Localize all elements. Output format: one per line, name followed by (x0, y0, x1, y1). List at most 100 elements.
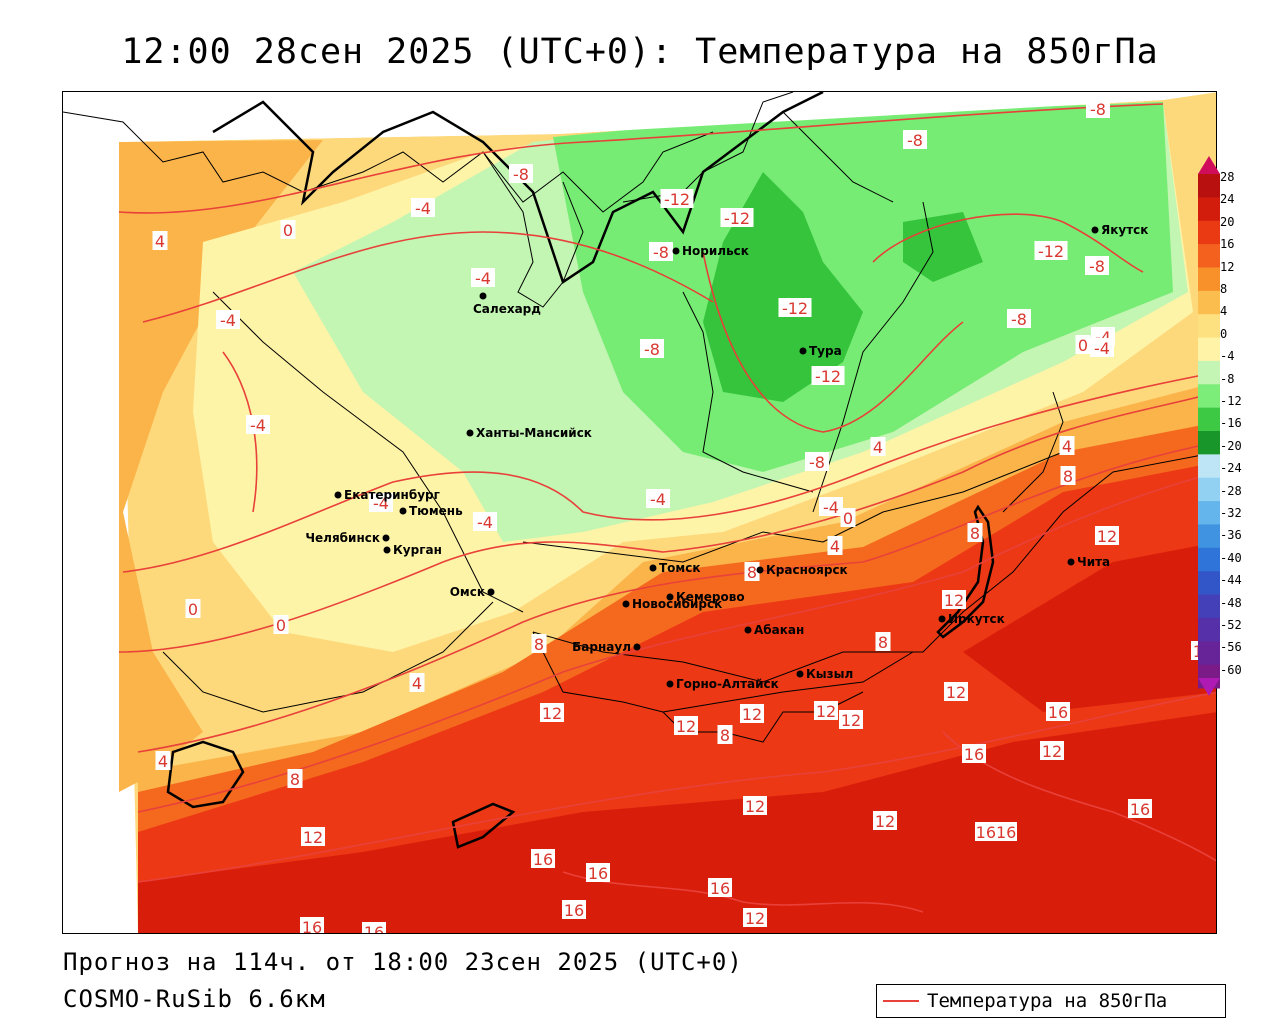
city-name: Екатеринбург (344, 488, 440, 502)
isotherm-label-bg (409, 673, 425, 692)
isotherm-label-55: 16 (531, 849, 555, 869)
city-marker-14: Абакан (744, 623, 804, 637)
isotherm-label-text: 12 (1042, 742, 1062, 761)
scale-segment-13 (1198, 454, 1220, 479)
city-marker-15: Барнаул (572, 640, 641, 654)
isotherm-label-58: 16 (962, 744, 986, 764)
border-line-9 (812, 201, 934, 513)
isotherm-label-57: 16 (708, 878, 732, 898)
scale-tick-label: 24 (1220, 192, 1235, 207)
isotherm-label-56: 16 (586, 863, 610, 883)
isotherm-label-6: -8 (1085, 256, 1109, 276)
isotherm-label-bg (778, 298, 812, 317)
city-dot (744, 626, 752, 634)
isotherm-label-bg (509, 164, 533, 183)
model-info: COSMO-RuSib 6.6км (63, 985, 326, 1013)
scale-segment-12 (1198, 431, 1220, 455)
isotherm-label-17: -4 (473, 512, 497, 532)
isotherm-label-text: -4 (475, 269, 491, 288)
isotherm-label-text: 8 (1063, 467, 1073, 486)
city-name: Томск (659, 561, 701, 575)
temperature-map[interactable]: -8 -8 -8 -8 -8 -8 -8 -8 -12 -12 -12 -12 -12 -4 -4 -4 -4 -… (62, 91, 1217, 934)
isotherm-label-bg (743, 908, 767, 927)
scale-segment-8 (1198, 337, 1220, 362)
city-marker-18: Иркутск (938, 612, 1005, 626)
isotherm-label-text: 4 (1062, 437, 1072, 456)
isotherm-line-6 (137, 691, 1216, 883)
isotherm-label-text: 16 (1130, 800, 1150, 819)
city-marker-0: Норильск (672, 244, 749, 258)
scale-segment-10 (1198, 384, 1220, 409)
isotherm-label-text: -8 (1011, 310, 1027, 329)
isotherm-label-bg (155, 751, 171, 770)
scale-segment-1 (1198, 174, 1220, 198)
isotherm-label-4: -8 (805, 452, 829, 472)
isotherm-label-0: -8 (509, 164, 533, 184)
city-name: Красноярск (766, 563, 848, 577)
isotherm-label-text: 8 (747, 563, 757, 582)
scale-tick-label: -4 (1220, 349, 1235, 364)
forecast-info: Прогноз на 114ч. от 18:00 23сен 2025 (UT… (63, 948, 743, 976)
isotherm-label-bg (1046, 702, 1070, 721)
city-marker-6: Тюмень (399, 504, 463, 518)
city-name: Горно-Алтайск (676, 677, 779, 691)
isotherm-label-54: 12 (942, 590, 966, 610)
isotherm-label-49: 12 (814, 701, 838, 721)
isotherm-label-45: 12 (1095, 526, 1119, 546)
city-marker-2: Якутск (1091, 223, 1148, 237)
isotherm-label-text: -4 (823, 498, 839, 517)
domain-margin-north (558, 92, 1216, 134)
city-name: Якутск (1101, 223, 1148, 237)
isotherm-label-29: 4 (409, 673, 425, 693)
city-marker-9: Омск (450, 585, 495, 599)
city-dot (666, 680, 674, 688)
isotherm-line-11 (562, 871, 924, 913)
city-dot (633, 643, 641, 651)
isotherm-label-27: 0 (273, 615, 289, 635)
isotherm-label-64: 1616 (975, 822, 1017, 842)
isotherm-label-32: 4 (155, 751, 171, 771)
isotherm-label-bg (1075, 335, 1091, 354)
isotherm-label-bg (1085, 256, 1109, 275)
scale-tick-label: 8 (1220, 282, 1228, 296)
scale-tick-label: 4 (1220, 304, 1228, 319)
city-marker-10: Томск (649, 561, 701, 575)
scale-tick-label: 12 (1220, 259, 1235, 274)
isotherm-label-text: 8 (970, 524, 980, 543)
isotherm-label-2: -8 (903, 130, 927, 150)
isotherm-label-bg (811, 366, 845, 385)
isotherm-label-63: 16 (562, 900, 586, 920)
isotherm-label-31: 4 (1059, 436, 1075, 456)
isotherm-label-bg (300, 917, 324, 933)
isotherm-label-bg (640, 339, 664, 358)
isotherm-label-24: 0 (1075, 335, 1091, 355)
geography-lines (63, 92, 1216, 849)
isotherm-label-text: -8 (644, 340, 660, 359)
isotherm-label-text: 16 (588, 864, 608, 883)
temperature-band-10 (703, 172, 863, 402)
arctic-coastline (212, 92, 824, 284)
isotherm-line-7 (702, 251, 964, 433)
city-dot (1091, 226, 1099, 234)
city-markers: Норильск Салехард Якутск Тура Ханты-Мансийск… (305, 223, 1148, 691)
isotherm-label-text: 12 (1097, 527, 1117, 546)
isotherm-label-3: -8 (649, 242, 673, 262)
isotherm-label-text: -12 (724, 209, 750, 228)
isotherm-label-39: 8 (967, 523, 983, 543)
border-line-12 (162, 601, 494, 713)
city-name: Кемерово (676, 590, 745, 604)
isotherm-label-text: -4 (220, 311, 236, 330)
isotherm-label-bg (287, 769, 303, 788)
isotherm-label-bg (942, 590, 966, 609)
scale-tick-label: -36 (1220, 528, 1242, 543)
isotherm-label-bg (586, 863, 610, 882)
isotherm-label-bg (216, 310, 240, 329)
isotherm-label-20: -4 (369, 493, 393, 513)
city-name: Челябинск (305, 531, 380, 545)
temperature-band-7 (553, 102, 1173, 472)
border-line-6 (532, 451, 1216, 683)
city-marker-11: Красноярск (756, 563, 848, 577)
isotherm-label-text: 16 (564, 901, 584, 920)
isotherm-label-text: 0 (1078, 336, 1088, 355)
isotherm-label-bg (1034, 241, 1068, 260)
